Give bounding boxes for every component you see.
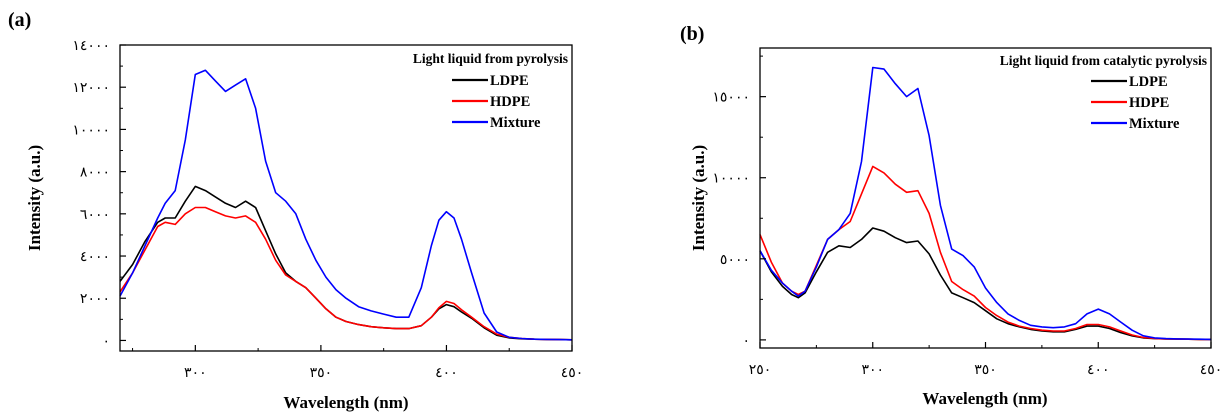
panel-b-y-tick-label: ٠: [742, 333, 750, 349]
panel-b: (b) ٢٥٠ ٣٠٠ ٣٥٠ ٤٠٠ ٤٥٠ ٠ ٥٠٠٠ ١٠٠٠٠ ١٥٠٠٠ Light…: [680, 23, 1222, 408]
panel-a-plot-frame: [119, 44, 573, 352]
panel-b-x-axis-title: Wavelength (nm): [922, 389, 1047, 408]
panel-a-series-line-ldpe: [119, 185, 573, 341]
panel-b-legend-label-hdpe: HDPE: [1129, 95, 1169, 111]
panel-b-y-axis-title: Intensity (a.u.): [689, 145, 708, 251]
panel-a-x-axis-title: Wavelength (nm): [283, 393, 408, 412]
panel-a-y-tick-label: ٤٠٠٠: [80, 249, 110, 265]
panel-b-x-tick-label: ٤٥٠: [1200, 362, 1223, 378]
panel-a-label: (a): [8, 9, 31, 31]
panel-a-series-line-mixture: [119, 69, 573, 341]
panel-a-y-axis-title: Intensity (a.u.): [25, 145, 44, 251]
panel-a-y-tick-label: ١٤٠٠٠: [72, 38, 110, 54]
panel-a-y-tick-label: ٨٠٠٠: [80, 165, 110, 181]
panel-b-x-tick-label: ٣٥٠: [974, 362, 997, 378]
panel-a-legend-label-hdpe: HDPE: [490, 94, 530, 110]
panel-b-legend: Light liquid from catalytic pyrolysis LD…: [1000, 53, 1207, 132]
panel-a-legend-label-mixture: Mixture: [490, 115, 541, 131]
panel-a-x-tick-label: ٣٠٠: [184, 365, 207, 381]
panel-a-y-tick-label: ١٠٠٠٠: [72, 122, 110, 138]
panel-a: (a) ٣٠٠ ٣٥٠ ٤٠٠ ٤٥٠ ٠ ٢٠٠٠ ٤٠٠٠ ٦٠٠٠ ٨٠٠٠ ١٠٠٠٠ ١٢…: [8, 9, 583, 412]
panel-b-x-tick-label: ٤٠٠: [1087, 362, 1110, 378]
panel-a-x-tick-label: ٣٥٠: [310, 365, 333, 381]
panel-b-y-tick-label: ١٥٠٠٠: [712, 90, 750, 106]
panel-a-legend-title: Light liquid from pyrolysis: [413, 51, 568, 66]
panel-a-series: [119, 69, 573, 341]
panel-a-y-tick-label: ٢٠٠٠: [80, 291, 110, 307]
panel-b-legend-label-mixture: Mixture: [1129, 116, 1180, 132]
panel-b-label: (b): [680, 23, 704, 45]
panel-b-legend-title: Light liquid from catalytic pyrolysis: [1000, 53, 1207, 68]
panel-b-ticks: ٢٥٠ ٣٠٠ ٣٥٠ ٤٠٠ ٤٥٠ ٠ ٥٠٠٠ ١٠٠٠٠ ١٥٠٠٠: [712, 55, 1223, 378]
panel-a-x-tick-label: ٤٠٠: [435, 365, 458, 381]
panel-a-y-tick-label: ٠: [102, 333, 110, 349]
panel-a-y-tick-label: ١٢٠٠٠: [72, 80, 110, 96]
panel-b-series-line-mixture: [759, 66, 1212, 341]
panel-b-x-tick-label: ٢٥٠: [749, 362, 772, 378]
panel-b-x-tick-label: ٣٠٠: [861, 362, 884, 378]
panel-a-legend-label-ldpe: LDPE: [490, 73, 529, 89]
panel-a-x-tick-label: ٤٥٠: [561, 365, 584, 381]
panel-b-y-tick-label: ١٠٠٠٠: [712, 171, 750, 187]
panel-a-y-tick-label: ٦٠٠٠: [80, 207, 110, 223]
panel-a-legend: Light liquid from pyrolysis LDPE HDPE Mixt…: [413, 51, 568, 131]
panel-b-plot-frame: [759, 47, 1212, 349]
panel-a-ticks: ٣٠٠ ٣٥٠ ٤٠٠ ٤٥٠ ٠ ٢٠٠٠ ٤٠٠٠ ٦٠٠٠ ٨٠٠٠ ١٠٠٠٠ ١٢٠٠٠ ١…: [72, 38, 583, 381]
panel-b-legend-label-ldpe: LDPE: [1129, 74, 1168, 90]
panel-b-series: [759, 66, 1212, 341]
panel-b-series-line-ldpe: [759, 227, 1211, 341]
panel-a-series-line-hdpe: [119, 206, 573, 341]
panel-b-y-tick-label: ٥٠٠٠: [720, 252, 750, 268]
